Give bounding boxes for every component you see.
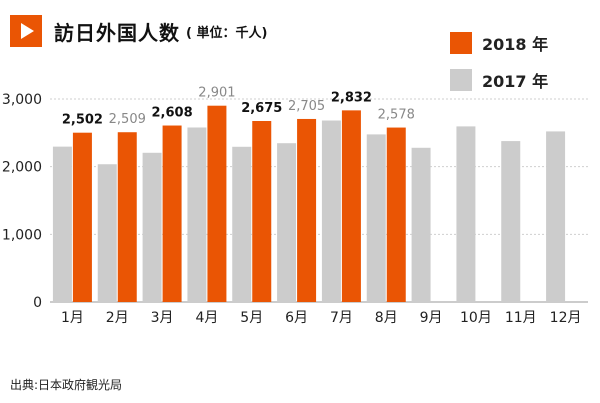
- bar-2017: [366, 134, 386, 302]
- data-label: 2,509: [109, 112, 146, 127]
- bar-2018: [386, 127, 406, 303]
- data-label: 2,832: [331, 90, 372, 105]
- y-tick-label: 0: [33, 295, 42, 311]
- data-label: 2,901: [198, 86, 235, 101]
- chart-title: 訪日外国人数: [54, 20, 180, 45]
- x-tick-label: 9月: [420, 310, 443, 326]
- bar-2017: [277, 143, 297, 302]
- bar-2018: [117, 132, 137, 302]
- legend-label-2018: 2018 年: [482, 35, 549, 54]
- source-note: 出典:日本政府観光局: [10, 378, 123, 392]
- bar-2017: [187, 127, 207, 302]
- bar-2018: [72, 132, 92, 302]
- play-icon: [10, 15, 42, 47]
- x-tick-label: 2月: [106, 310, 129, 326]
- data-label: 2,675: [241, 101, 282, 116]
- y-tick-label: 1,000: [2, 227, 42, 243]
- bar-2017: [501, 141, 521, 302]
- x-tick-label: 10月: [460, 310, 492, 326]
- y-tick-label: 2,000: [2, 160, 42, 176]
- legend-item-2017: 2017 年: [450, 67, 548, 93]
- x-tick-label: 11月: [505, 310, 537, 326]
- x-tick-label: 6月: [285, 310, 308, 326]
- x-tick-label: 5月: [240, 310, 263, 326]
- bar-2017: [546, 131, 566, 302]
- x-tick-label: 1月: [61, 310, 84, 326]
- bar-2018: [252, 120, 272, 302]
- bar-2017: [456, 126, 476, 302]
- bar-2018: [162, 125, 182, 302]
- x-tick-label: 3月: [151, 310, 174, 326]
- bar-2018: [297, 118, 317, 302]
- data-label: 2,705: [288, 99, 325, 114]
- x-tick-label: 12月: [550, 310, 582, 326]
- legend-label-2017: 2017 年: [482, 72, 549, 91]
- legend-swatch-2017: [450, 69, 472, 91]
- bar-2017: [52, 146, 72, 302]
- bar-2018: [207, 105, 227, 302]
- x-tick-label: 7月: [330, 310, 353, 326]
- legend-item-2018: 2018 年: [450, 30, 548, 56]
- data-label: 2,608: [152, 106, 193, 121]
- data-label: 2,578: [378, 108, 415, 123]
- bar-2018: [341, 110, 361, 302]
- bar-2017: [321, 120, 341, 302]
- chart-unit: ( 単位：千人): [186, 25, 268, 41]
- chart-header: 訪日外国人数 ( 単位：千人): [10, 14, 267, 48]
- x-tick-label: 8月: [375, 310, 398, 326]
- bar-2017: [142, 152, 162, 302]
- bar-2017: [411, 147, 431, 302]
- y-tick-label: 3,000: [2, 92, 42, 108]
- bar-2017: [97, 164, 117, 302]
- x-tick-label: 4月: [195, 310, 218, 326]
- bar-2017: [232, 146, 252, 302]
- legend: 2018 年 2017 年: [450, 30, 548, 104]
- legend-swatch-2018: [450, 32, 472, 54]
- data-label: 2,502: [62, 113, 103, 128]
